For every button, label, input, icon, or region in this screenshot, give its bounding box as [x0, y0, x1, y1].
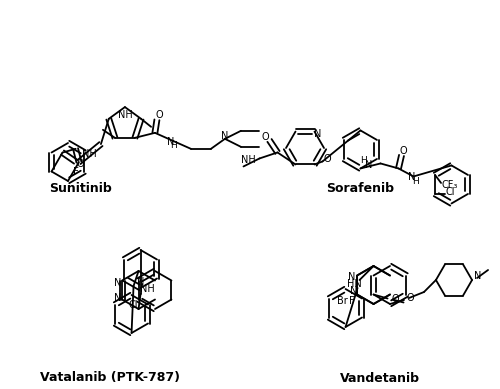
Text: F: F	[72, 166, 78, 177]
Text: Br: Br	[337, 296, 348, 305]
Text: N: N	[221, 131, 228, 141]
Text: N: N	[365, 160, 372, 170]
Text: Cl: Cl	[445, 187, 454, 197]
Text: N: N	[348, 273, 356, 282]
Text: O: O	[324, 154, 332, 165]
Text: N: N	[114, 293, 122, 303]
Text: O: O	[406, 293, 414, 303]
Text: O: O	[76, 159, 84, 168]
Text: N: N	[167, 137, 174, 147]
Text: N: N	[314, 128, 321, 138]
Text: NH: NH	[241, 156, 256, 165]
Text: Vatalanib (PTK-787): Vatalanib (PTK-787)	[40, 371, 180, 384]
Text: O: O	[155, 110, 162, 120]
Text: CF₃: CF₃	[441, 180, 458, 190]
Text: N: N	[474, 271, 482, 281]
Text: O: O	[262, 132, 270, 142]
Text: NH: NH	[140, 284, 154, 294]
Text: NH: NH	[82, 149, 96, 159]
Text: NH: NH	[118, 110, 132, 120]
Text: Vandetanib: Vandetanib	[340, 371, 420, 384]
Text: N: N	[137, 277, 144, 287]
Text: H: H	[170, 141, 177, 150]
Text: Sunitinib: Sunitinib	[48, 182, 112, 194]
Text: Cl: Cl	[128, 300, 138, 310]
Text: F: F	[349, 296, 355, 305]
Text: HN: HN	[347, 279, 362, 289]
Text: O: O	[400, 146, 407, 156]
Text: N: N	[408, 172, 415, 182]
Text: O: O	[392, 294, 400, 305]
Text: N: N	[350, 287, 358, 296]
Text: Sorafenib: Sorafenib	[326, 182, 394, 194]
Text: N: N	[114, 277, 122, 287]
Text: H: H	[412, 177, 419, 186]
Text: H: H	[360, 156, 367, 165]
